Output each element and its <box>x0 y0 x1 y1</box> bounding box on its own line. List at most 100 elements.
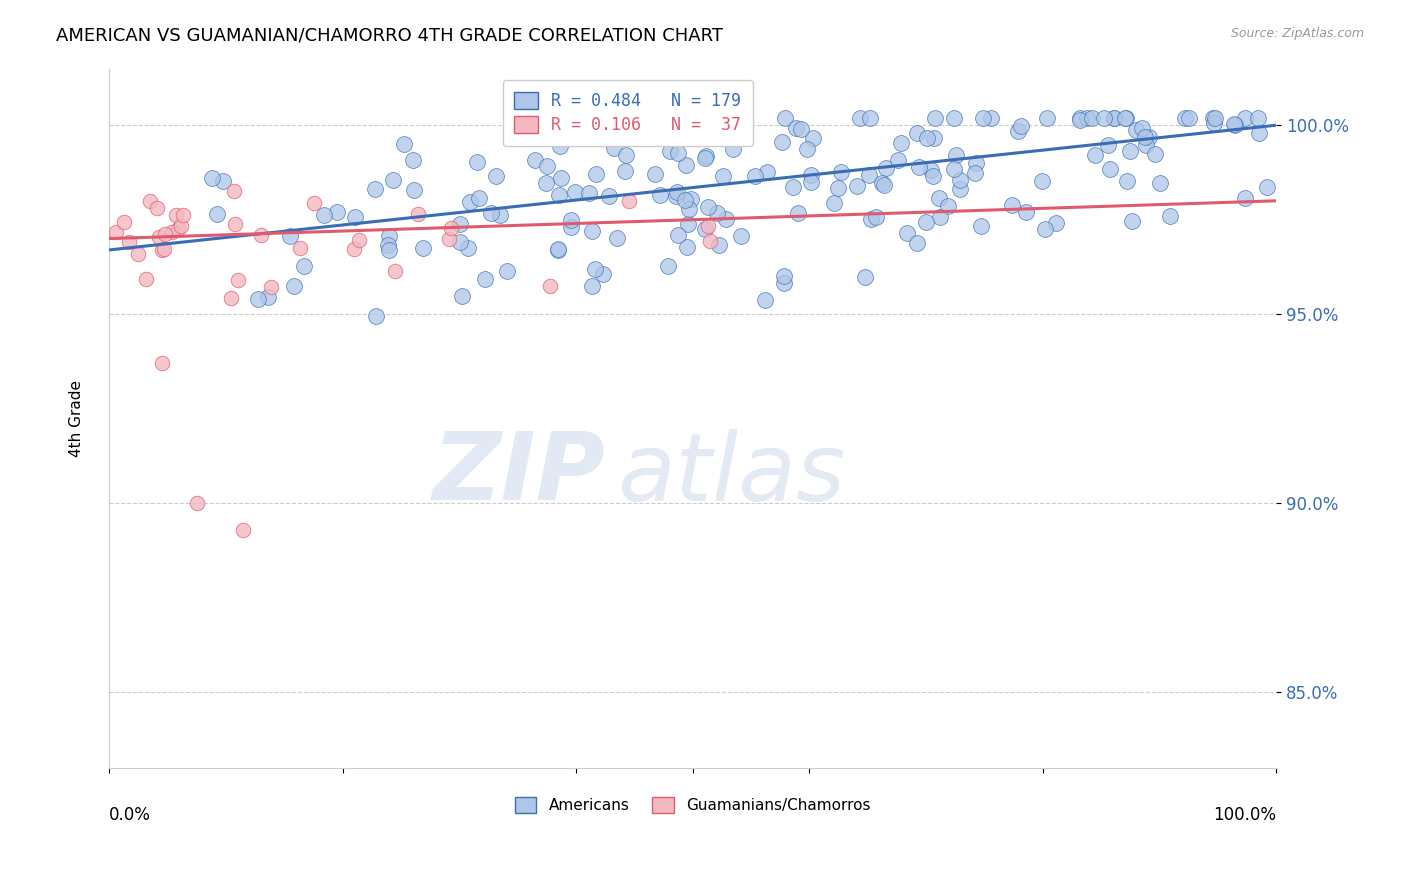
Point <box>581 278 603 293</box>
Point <box>402 153 425 167</box>
Point <box>536 159 558 173</box>
Point <box>343 210 366 224</box>
Point <box>870 176 893 190</box>
Point <box>1097 138 1119 153</box>
Point <box>905 236 928 251</box>
Point <box>592 267 614 281</box>
Text: ZIP: ZIP <box>432 428 605 520</box>
Point <box>943 162 966 177</box>
Point <box>676 217 699 231</box>
Point <box>942 111 965 125</box>
Point <box>673 193 696 207</box>
Point <box>907 126 929 140</box>
Point <box>439 232 461 246</box>
Point <box>224 217 246 231</box>
Point <box>167 222 190 236</box>
Point <box>1247 111 1270 125</box>
Point <box>966 156 988 170</box>
Text: Source: ZipAtlas.com: Source: ZipAtlas.com <box>1230 27 1364 40</box>
Point <box>920 162 942 177</box>
Point <box>479 206 502 220</box>
Point <box>550 171 572 186</box>
Point <box>614 164 637 178</box>
Point <box>823 196 845 211</box>
Point <box>921 169 943 183</box>
Point <box>1159 209 1181 223</box>
Point <box>665 189 688 203</box>
Point <box>693 222 716 236</box>
Point <box>697 219 720 234</box>
Point <box>963 166 986 180</box>
Point <box>458 195 481 210</box>
Point <box>800 175 823 189</box>
Point <box>560 212 582 227</box>
Point <box>754 293 776 308</box>
Point <box>1121 213 1143 227</box>
Point <box>858 169 880 183</box>
Point <box>260 280 283 294</box>
Point <box>1256 180 1278 194</box>
Point <box>659 145 682 159</box>
Point <box>139 194 162 209</box>
Point <box>859 111 882 125</box>
Point <box>773 111 796 125</box>
Point <box>1149 177 1171 191</box>
Point <box>153 227 176 241</box>
Point <box>450 289 472 303</box>
Point <box>404 183 426 197</box>
Point <box>1069 111 1091 125</box>
Point <box>845 179 868 194</box>
Point <box>250 227 273 242</box>
Point <box>865 211 887 225</box>
Point <box>314 209 336 223</box>
Point <box>915 215 938 229</box>
Point <box>1233 111 1256 125</box>
Point <box>449 235 471 249</box>
Point <box>343 242 366 256</box>
Point <box>1033 222 1056 236</box>
Point <box>278 228 301 243</box>
Point <box>606 231 628 245</box>
Point <box>1116 174 1139 188</box>
Point <box>772 276 794 290</box>
Point <box>666 185 689 199</box>
Point <box>257 290 280 304</box>
Point <box>205 207 228 221</box>
Point <box>756 165 779 179</box>
Point <box>617 194 640 208</box>
Point <box>929 211 952 225</box>
Point <box>713 111 735 125</box>
Point <box>583 261 606 276</box>
Point <box>212 174 235 188</box>
Point <box>1098 162 1121 177</box>
Point <box>283 279 305 293</box>
Point <box>830 165 852 179</box>
Point <box>908 160 931 174</box>
Point <box>848 111 870 125</box>
Point <box>548 188 571 202</box>
Point <box>1233 191 1256 205</box>
Point <box>1143 147 1166 161</box>
Point <box>474 272 496 286</box>
Point <box>603 141 626 155</box>
Point <box>980 111 1002 125</box>
Point <box>598 189 620 203</box>
Point <box>170 219 193 234</box>
Point <box>1178 111 1201 125</box>
Point <box>924 111 946 125</box>
Point <box>378 243 401 257</box>
Point <box>972 111 994 125</box>
Point <box>679 192 702 206</box>
Point <box>1135 138 1157 153</box>
Point <box>666 145 689 160</box>
Point <box>288 241 311 255</box>
Point <box>578 186 600 200</box>
Point <box>449 217 471 231</box>
Point <box>699 234 721 248</box>
Point <box>585 167 607 181</box>
Point <box>1115 111 1137 125</box>
Text: 0.0%: 0.0% <box>110 806 150 824</box>
Point <box>467 155 489 169</box>
Point <box>150 243 173 257</box>
Point <box>650 187 672 202</box>
